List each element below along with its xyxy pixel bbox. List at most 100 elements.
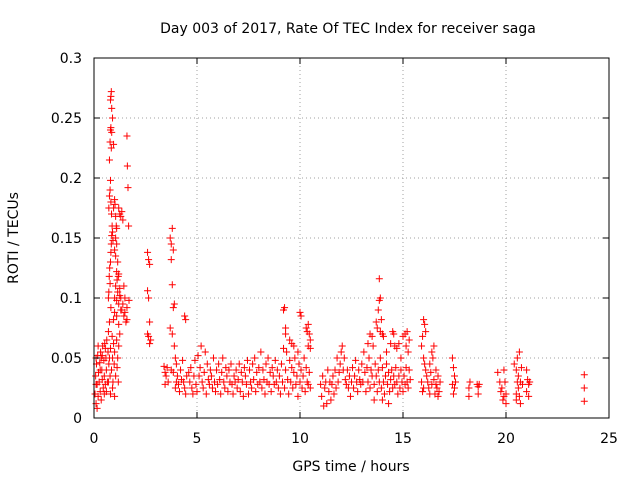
data-point xyxy=(420,384,428,392)
data-point xyxy=(106,264,114,272)
data-point xyxy=(123,132,131,140)
data-point xyxy=(238,378,246,386)
data-point xyxy=(363,364,371,372)
data-point xyxy=(177,366,185,374)
data-point xyxy=(105,272,113,280)
data-point xyxy=(338,342,346,350)
data-point xyxy=(295,360,303,368)
data-point xyxy=(106,280,114,288)
data-point xyxy=(343,366,351,374)
data-point xyxy=(299,372,307,380)
data-point xyxy=(275,372,283,380)
data-point xyxy=(207,372,215,380)
data-point xyxy=(237,368,245,376)
data-point xyxy=(92,372,100,380)
data-point xyxy=(115,342,123,350)
data-point xyxy=(262,360,270,368)
data-point xyxy=(217,390,225,398)
data-point xyxy=(283,348,291,356)
data-point xyxy=(376,354,384,362)
data-point xyxy=(434,392,442,400)
data-point xyxy=(199,384,207,392)
data-point xyxy=(107,198,115,206)
data-point xyxy=(377,384,385,392)
data-point xyxy=(282,324,290,332)
data-point xyxy=(235,360,243,368)
data-point xyxy=(421,320,429,328)
data-point xyxy=(298,384,306,392)
data-point xyxy=(167,240,175,248)
data-point xyxy=(500,366,508,374)
data-point xyxy=(402,342,410,350)
data-point xyxy=(426,360,434,368)
data-point xyxy=(374,366,382,374)
data-point xyxy=(171,354,179,362)
data-point xyxy=(432,366,440,374)
data-point xyxy=(173,372,181,380)
data-point xyxy=(288,364,296,372)
data-point xyxy=(119,216,127,224)
data-point xyxy=(221,384,229,392)
data-point xyxy=(116,284,124,292)
data-point xyxy=(387,376,395,384)
data-point xyxy=(282,330,290,338)
data-point xyxy=(119,300,127,308)
data-point xyxy=(93,404,101,412)
data-point xyxy=(105,192,113,200)
data-point xyxy=(296,308,304,316)
y-tick-label: 0 xyxy=(73,411,82,427)
data-point xyxy=(201,348,209,356)
data-point xyxy=(290,342,298,350)
data-point xyxy=(191,356,199,364)
data-point xyxy=(104,328,112,336)
data-point xyxy=(185,368,193,376)
data-point xyxy=(98,376,106,384)
data-point xyxy=(290,368,298,376)
data-point xyxy=(245,390,252,398)
data-point xyxy=(287,378,295,386)
data-point xyxy=(203,360,211,368)
data-point xyxy=(274,384,282,392)
data-point xyxy=(517,364,525,372)
data-point xyxy=(180,378,188,386)
data-point xyxy=(300,354,308,362)
x-axis-label: GPS time / hours xyxy=(292,459,409,475)
data-point xyxy=(239,392,247,400)
data-point xyxy=(304,320,312,328)
axes: 0 5 10 15 20 25 0 0.05 0.1 0.15 0.2 0.25 0.3 xyxy=(51,51,618,447)
data-point xyxy=(193,388,201,396)
data-point xyxy=(268,364,276,372)
data-point xyxy=(168,330,176,338)
data-point xyxy=(281,384,289,392)
data-point xyxy=(341,376,349,384)
data-point xyxy=(376,294,384,302)
data-point xyxy=(259,366,267,374)
data-point xyxy=(111,308,119,316)
data-point xyxy=(169,246,177,254)
data-point xyxy=(168,224,176,232)
data-point xyxy=(523,388,531,396)
data-point xyxy=(297,312,305,320)
data-point xyxy=(465,392,473,400)
data-point xyxy=(167,256,175,264)
data-point xyxy=(117,212,125,220)
data-point xyxy=(94,342,102,350)
data-point xyxy=(182,316,190,324)
data-point xyxy=(112,282,120,290)
data-point xyxy=(147,336,155,344)
data-point xyxy=(390,330,398,338)
data-point xyxy=(276,390,284,398)
data-point xyxy=(146,318,154,326)
data-point xyxy=(111,200,119,208)
data-point xyxy=(334,378,342,386)
data-point xyxy=(107,124,115,132)
data-point xyxy=(346,392,354,400)
data-point xyxy=(272,378,280,386)
data-point xyxy=(354,388,362,396)
data-point xyxy=(513,378,521,386)
data-point xyxy=(267,388,275,396)
data-point xyxy=(349,364,357,372)
data-point xyxy=(216,376,224,384)
data-point xyxy=(234,376,242,384)
